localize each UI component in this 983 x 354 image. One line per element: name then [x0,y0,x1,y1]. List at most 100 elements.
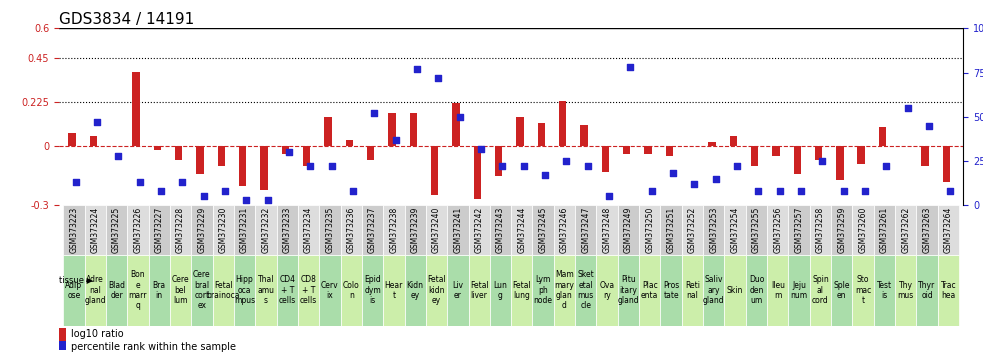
Text: GSM373249: GSM373249 [624,207,633,253]
Text: GSM373255: GSM373255 [752,207,761,253]
Point [708,176,723,182]
Text: GDS3834 / 14191: GDS3834 / 14191 [59,12,195,27]
FancyBboxPatch shape [148,205,170,255]
FancyBboxPatch shape [575,205,597,255]
Text: GSM373261: GSM373261 [880,207,889,253]
Text: Blad
der: Blad der [108,281,125,300]
FancyBboxPatch shape [106,205,127,255]
Text: GSM373258: GSM373258 [816,207,825,253]
Point [558,158,574,164]
FancyBboxPatch shape [85,255,106,326]
Text: Jeju
num: Jeju num [790,281,808,300]
FancyBboxPatch shape [469,255,490,326]
Text: Thy
mus: Thy mus [897,281,914,300]
Text: GSM373244: GSM373244 [517,207,526,253]
Text: GSM373237: GSM373237 [368,207,377,253]
Text: Fetal
brainoca: Fetal brainoca [206,281,240,300]
FancyBboxPatch shape [831,205,852,255]
Text: GSM373229: GSM373229 [198,207,206,253]
Bar [59,341,66,353]
Bar [153,146,161,150]
Text: Bon
e
marr
q: Bon e marr q [129,270,147,310]
FancyBboxPatch shape [362,205,383,255]
Bar [857,146,865,164]
FancyBboxPatch shape [383,255,405,326]
Point [537,172,552,178]
Point [622,64,638,70]
FancyBboxPatch shape [896,205,916,255]
FancyBboxPatch shape [916,255,938,326]
Point [580,164,596,169]
FancyBboxPatch shape [298,205,319,255]
Bar [815,146,823,160]
Text: Sple
en: Sple en [834,281,850,300]
Bar [943,146,951,182]
Text: Adre
nal
gland: Adre nal gland [85,275,106,305]
FancyBboxPatch shape [405,255,426,326]
Text: Fetal
lung: Fetal lung [512,281,531,300]
Point [836,188,851,194]
FancyBboxPatch shape [127,205,148,255]
FancyBboxPatch shape [874,205,896,255]
FancyBboxPatch shape [127,255,148,326]
Bar [773,146,780,156]
Bar [367,146,375,160]
FancyBboxPatch shape [724,255,746,326]
FancyBboxPatch shape [63,255,85,326]
Text: Sto
mac
t: Sto mac t [855,275,871,305]
Text: Hear
t: Hear t [384,281,403,300]
Text: percentile rank within the sample: percentile rank within the sample [71,342,236,352]
Text: GSM373232: GSM373232 [261,207,270,253]
FancyBboxPatch shape [639,205,661,255]
Bar [217,146,225,166]
FancyBboxPatch shape [362,255,383,326]
FancyBboxPatch shape [276,205,298,255]
Text: GSM373248: GSM373248 [603,207,611,253]
Bar [793,146,801,174]
Bar [197,146,203,174]
Text: Thal
amu
s: Thal amu s [258,275,274,305]
FancyBboxPatch shape [192,205,212,255]
Bar [133,72,140,146]
Text: GSM373262: GSM373262 [901,207,910,253]
Bar [431,146,438,195]
Text: GSM373253: GSM373253 [710,207,719,253]
Text: GSM373225: GSM373225 [112,207,121,253]
FancyBboxPatch shape [256,255,276,326]
FancyBboxPatch shape [212,205,234,255]
FancyBboxPatch shape [597,255,617,326]
Bar [602,146,609,172]
Bar [538,123,545,146]
Text: Thyr
oid: Thyr oid [918,281,936,300]
Bar [494,146,502,176]
Point [388,137,404,143]
Text: Pros
tate: Pros tate [663,281,679,300]
Point [772,188,787,194]
Point [431,75,446,81]
FancyBboxPatch shape [810,205,831,255]
Point [239,197,255,203]
Point [153,188,169,194]
Point [260,197,275,203]
Point [89,119,105,125]
Text: GSM373227: GSM373227 [154,207,164,253]
FancyBboxPatch shape [490,205,511,255]
Text: Fetal
kidn
ey: Fetal kidn ey [428,275,446,305]
Text: Lun
g: Lun g [493,281,507,300]
Text: Mam
mary
glan
d: Mam mary glan d [554,270,574,310]
Text: Bra
in: Bra in [152,281,166,300]
FancyBboxPatch shape [639,255,661,326]
Bar [879,127,887,146]
Text: Reti
nal: Reti nal [685,281,700,300]
Text: GSM373260: GSM373260 [858,207,868,253]
Text: GSM373228: GSM373228 [176,207,185,253]
Text: GSM373252: GSM373252 [688,207,697,253]
FancyBboxPatch shape [447,255,469,326]
Point [175,179,191,185]
Point [729,164,745,169]
Text: CD8
+ T
cells: CD8 + T cells [300,275,318,305]
Point [323,164,339,169]
Bar [921,146,929,166]
FancyBboxPatch shape [661,205,682,255]
FancyBboxPatch shape [938,205,959,255]
